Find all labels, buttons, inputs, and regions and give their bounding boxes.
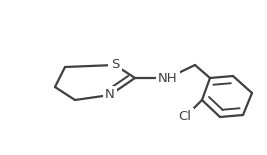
Text: Cl: Cl <box>179 111 191 124</box>
Text: NH: NH <box>158 71 178 84</box>
Text: S: S <box>111 58 119 71</box>
Text: N: N <box>105 89 115 102</box>
